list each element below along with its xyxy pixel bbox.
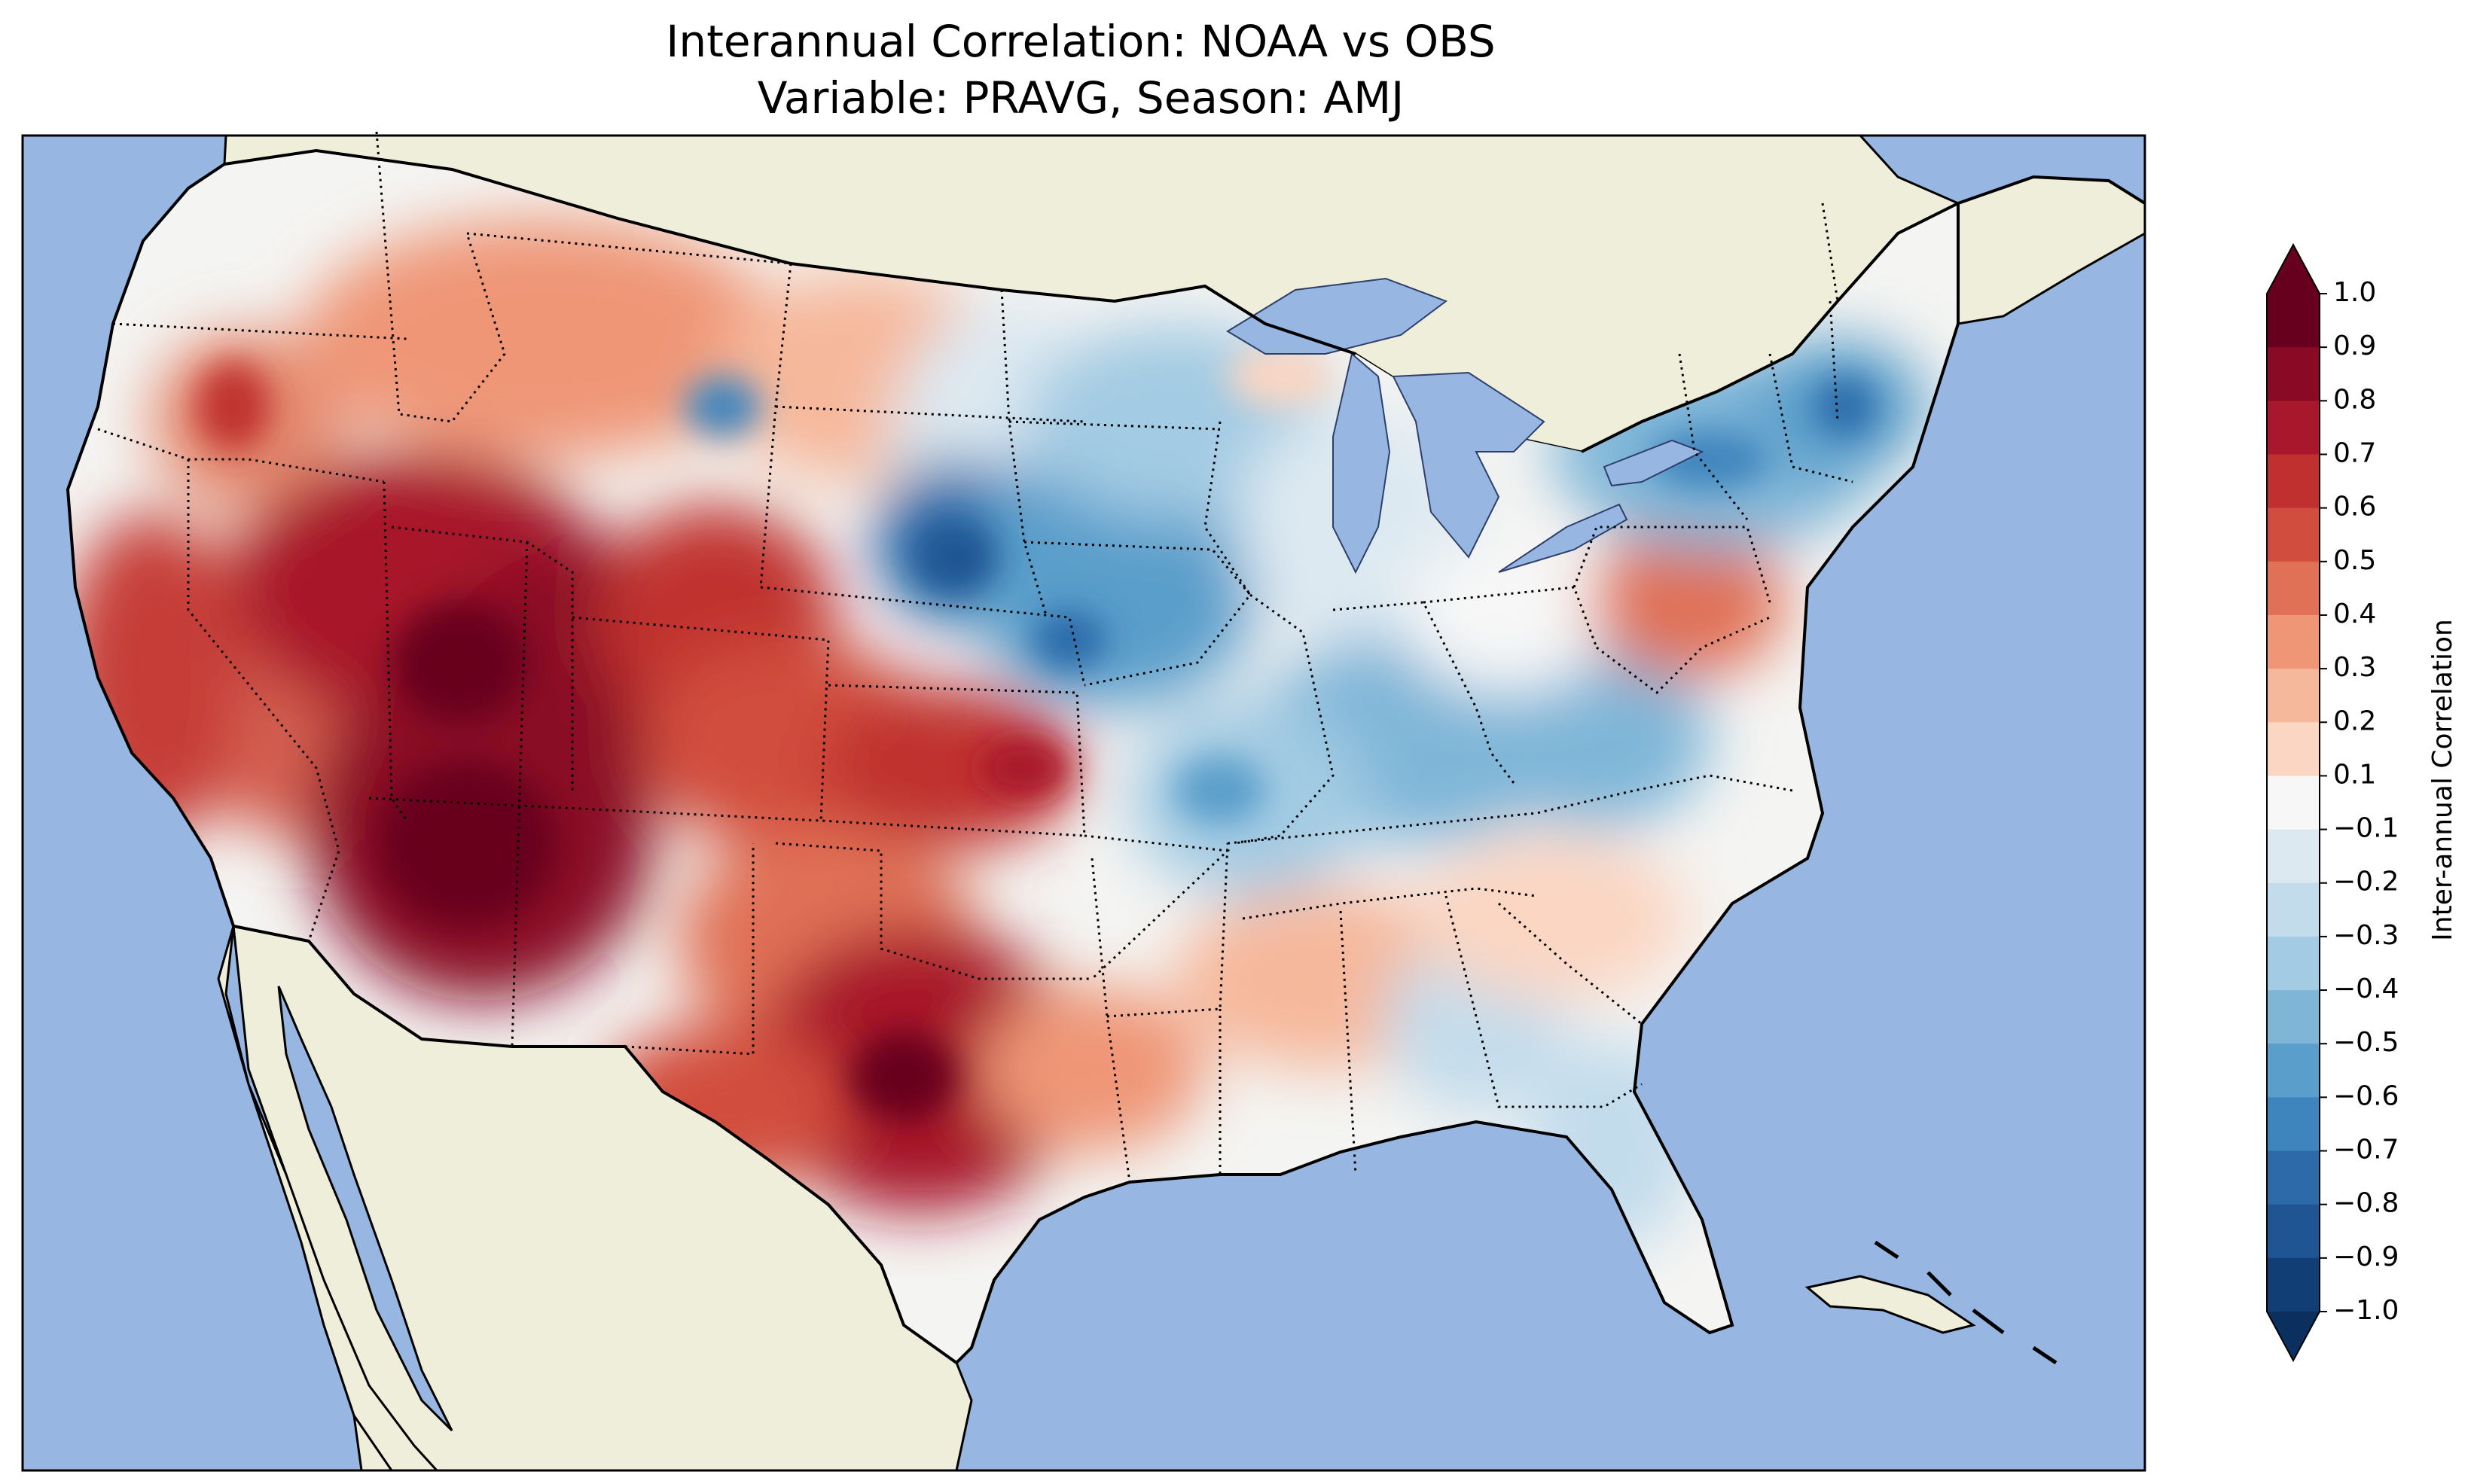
coastline — [66, 148, 2146, 1364]
colorbar-tick-label: 0.9 — [2333, 331, 2376, 361]
colorbar-bin — [2267, 776, 2320, 830]
colorbar-tick-label: −0.9 — [2333, 1242, 2399, 1272]
colorbar-tick-label: −0.6 — [2333, 1080, 2399, 1111]
colorbar-tick-label: −0.8 — [2333, 1188, 2399, 1219]
colorbar-bin — [2267, 829, 2320, 884]
cuba — [1804, 1275, 1976, 1334]
colorbar-tick-label: −0.3 — [2333, 920, 2399, 951]
colorbar-bin — [2267, 1150, 2320, 1205]
colorbar-tick-label: 0.1 — [2333, 759, 2376, 790]
colorbar-bin — [2267, 561, 2320, 616]
colorbar-bin — [2267, 294, 2320, 348]
chart-title-line-1: Interannual Correlation: NOAA vs OBS — [666, 16, 1496, 67]
colorbar-bin — [2267, 401, 2320, 456]
colorbar: 1.0 0.9 0.8 0.7 0.6 0.5 0.4 0.3 0.2 0.1 −0.1 −0.2 −0… — [2266, 242, 2399, 1363]
colorbar-bin — [2267, 669, 2320, 723]
colorbar-bin — [2267, 1257, 2320, 1312]
colorbar-bin — [2267, 722, 2320, 777]
colorbar-bin — [2267, 347, 2320, 401]
colorbar-extend-over — [2267, 245, 2320, 294]
state-boundaries — [97, 131, 1853, 1183]
great-lakes — [1226, 277, 1704, 574]
colorbar-label: Inter-annual Correlation — [2427, 619, 2458, 941]
colorbar-bin — [2267, 1097, 2320, 1152]
chart-title-line-2: Variable: PRAVG, Season: AMJ — [758, 72, 1405, 123]
colorbar-extend-under — [2267, 1312, 2320, 1361]
bahamas — [1874, 1240, 2058, 1365]
colorbar-bin — [2267, 936, 2320, 991]
colorbar-tick-label: 0.3 — [2333, 652, 2376, 683]
colorbar-tick-label: −0.4 — [2333, 974, 2399, 1004]
colorbar-bin — [2267, 454, 2320, 509]
colorbar-tick-label: 0.2 — [2333, 705, 2376, 736]
colorbar-tick-label: 0.7 — [2333, 437, 2376, 468]
map-panel — [21, 131, 2146, 1472]
colorbar-tick-label: 0.4 — [2333, 599, 2376, 629]
colorbar-tick-label: −0.1 — [2333, 813, 2399, 844]
colorbar-tick-label: 0.5 — [2333, 545, 2376, 576]
colorbar-bin — [2267, 614, 2320, 669]
colorbar-tick-label: −0.5 — [2333, 1027, 2399, 1058]
colorbar-tick-label: −0.7 — [2333, 1135, 2399, 1166]
colorbar-bin — [2267, 507, 2320, 562]
colorbar-tick-label: 0.8 — [2333, 384, 2376, 415]
colorbar-tick-label: −1.0 — [2333, 1295, 2399, 1326]
colorbar-tick-label: 1.0 — [2333, 277, 2376, 308]
colorbar-bin — [2267, 1204, 2320, 1259]
map-frame — [21, 134, 2146, 1472]
colorbar-tick-label: −0.2 — [2333, 867, 2399, 897]
colorbar-bin — [2267, 882, 2320, 937]
colorbar-tick-label: 0.6 — [2333, 492, 2376, 523]
colorbar-bin — [2267, 1044, 2320, 1098]
gulf-of-california — [277, 986, 453, 1432]
colorbar-bin — [2267, 990, 2320, 1044]
